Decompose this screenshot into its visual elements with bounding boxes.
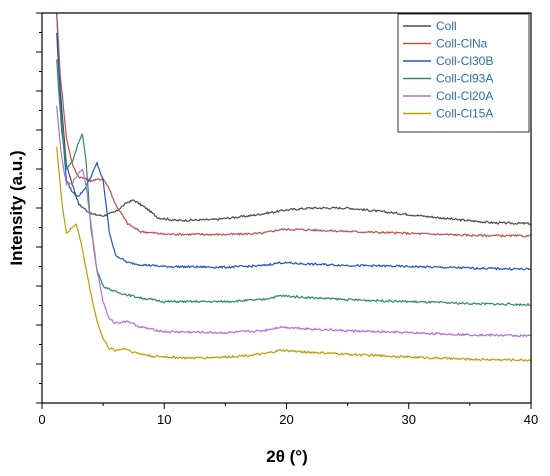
legend-label: Coll (436, 19, 457, 33)
x-axis-label: 2θ (°) (266, 447, 308, 466)
legend-label: Coll-Cl15A (436, 107, 493, 121)
series-line-4 (56, 59, 532, 307)
x-tick-label: 40 (524, 412, 538, 427)
series-line-6 (56, 146, 532, 362)
legend: Coll Coll-ClNa Coll-Cl30B Coll-Cl93A Coll-Cl… (397, 13, 530, 133)
x-tick-label: 0 (38, 412, 45, 427)
y-axis-ticks (36, 12, 42, 404)
y-axis-label: Intensity (a.u.) (7, 150, 26, 265)
series-line-3 (56, 32, 532, 271)
x-tick-label: 20 (279, 412, 293, 427)
legend-label: Coll-Cl20A (436, 89, 493, 103)
legend-label: Coll-ClNa (436, 37, 488, 51)
legend-label: Coll-Cl30B (436, 54, 493, 68)
plot-lines (56, 12, 532, 362)
series-line-2 (56, 13, 532, 238)
series-line-5 (56, 105, 532, 338)
x-axis-ticks: 0 10 20 30 40 (38, 403, 538, 427)
legend-label: Coll-Cl93A (436, 72, 493, 86)
x-tick-label: 10 (157, 412, 171, 427)
x-tick-label: 30 (402, 412, 416, 427)
series-line-1 (56, 12, 532, 226)
legend-box (397, 13, 530, 133)
